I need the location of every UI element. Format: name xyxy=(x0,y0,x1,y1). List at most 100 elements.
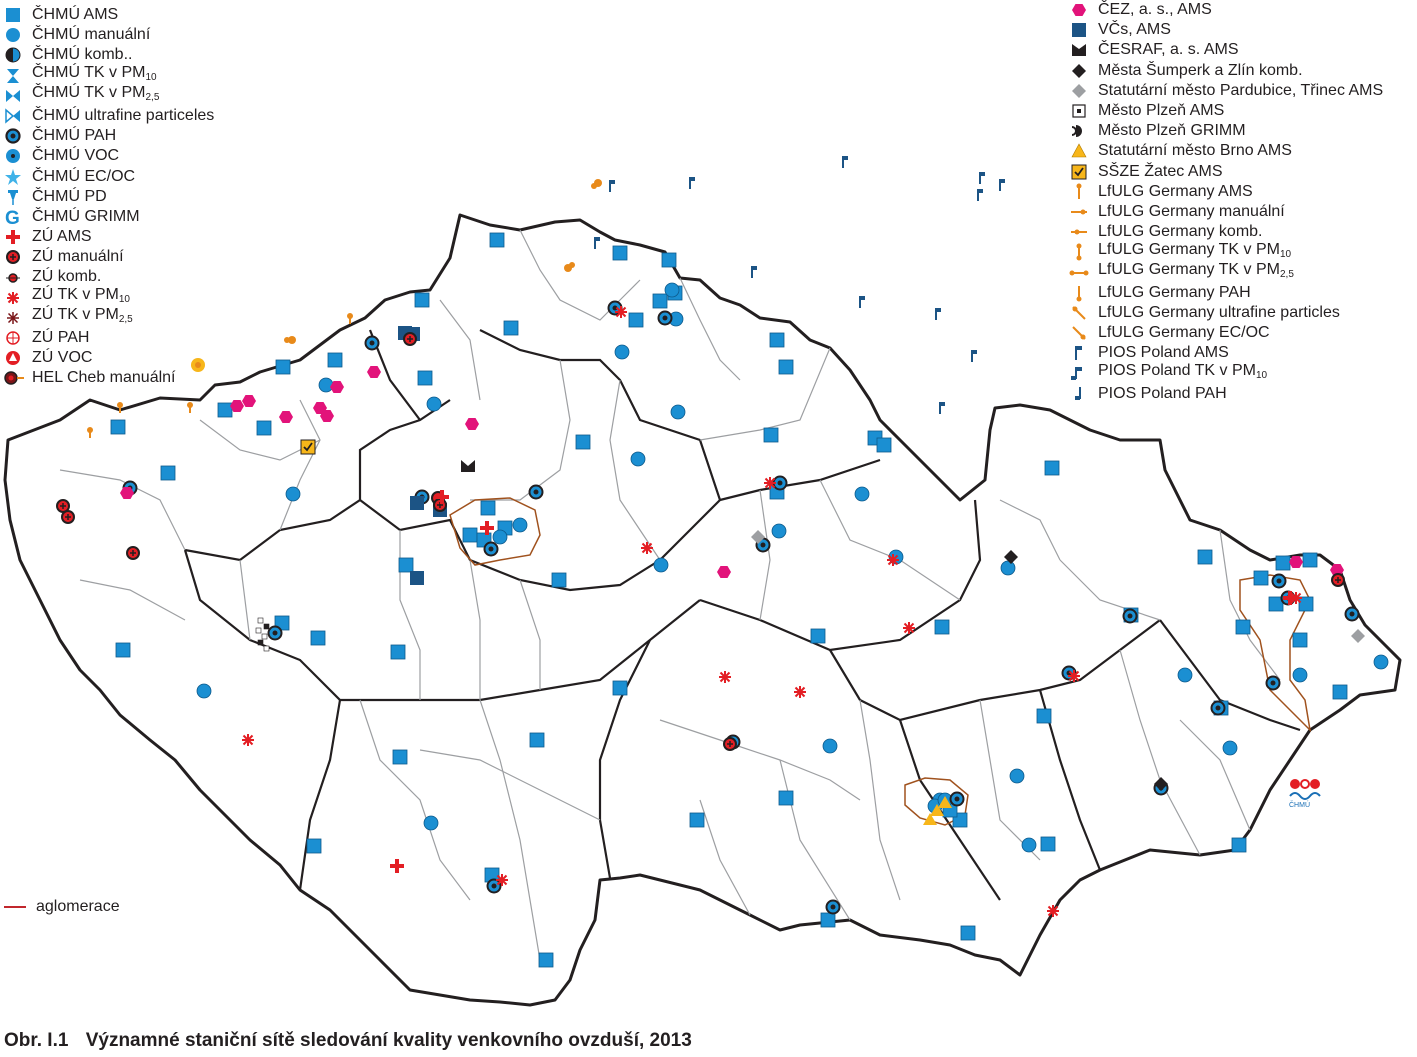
station-marker xyxy=(1231,837,1247,853)
station-marker xyxy=(778,359,794,375)
station-marker xyxy=(876,437,892,453)
legend-right-item: Město Plzeň GRIMM xyxy=(1068,121,1383,141)
lf-komb-icon xyxy=(1068,222,1090,242)
station-marker xyxy=(1235,619,1251,635)
station-marker xyxy=(612,680,628,696)
station-marker xyxy=(689,176,696,190)
lf-ams-icon xyxy=(1068,182,1090,202)
legend-right-label: LfULG Germany EC/OC xyxy=(1098,324,1270,341)
legend-aglomerace: aglomerace xyxy=(4,898,120,916)
legend-left-item: ČHMÚ VOC xyxy=(2,146,214,166)
station-marker xyxy=(1044,460,1060,476)
station-marker xyxy=(1000,560,1016,576)
station-markers xyxy=(56,155,1389,968)
station-marker xyxy=(575,434,591,450)
legend-right-item: PIOS Poland AMS xyxy=(1068,343,1383,363)
station-marker xyxy=(751,265,758,279)
station-marker xyxy=(793,685,807,699)
station-marker xyxy=(483,541,499,557)
station-marker xyxy=(126,546,140,560)
legend-left-item: HEL Cheb manuální xyxy=(2,368,214,388)
station-marker xyxy=(810,628,826,644)
station-marker xyxy=(306,838,322,854)
legend-right-label: LfULG Germany TK v PM2,5 xyxy=(1098,260,1294,280)
circ-red-tri-icon xyxy=(2,348,24,368)
legend-right-item: Statutární město Brno AMS xyxy=(1068,141,1383,161)
station-marker xyxy=(115,642,131,658)
station-marker xyxy=(327,352,343,368)
station-marker xyxy=(1265,675,1281,691)
d-black-icon xyxy=(1068,121,1090,141)
station-marker xyxy=(480,500,496,516)
check-yellow-icon xyxy=(1068,162,1090,182)
legend-right-label: PIOS Poland TK v PM10 xyxy=(1098,361,1268,381)
brno-marker xyxy=(923,813,937,825)
lf-pah-icon xyxy=(1068,283,1090,303)
station-marker xyxy=(661,252,677,268)
station-marker xyxy=(935,307,942,321)
hel-icon xyxy=(2,368,24,388)
legend-left-label: ČHMÚ VOC xyxy=(32,147,120,165)
legend-right-item: SŠZE Žatec AMS xyxy=(1068,162,1383,182)
pios-tk-icon xyxy=(1068,363,1090,383)
legend-left-item: ČHMÚ manuální xyxy=(2,25,214,45)
legend-right-label: LfULG Germany manuální xyxy=(1098,202,1285,220)
legend-right-label: LfULG Germany AMS xyxy=(1098,182,1253,200)
legend-right-item: ČESRAF, a. s. AMS xyxy=(1068,40,1383,60)
legend-right-item: LfULG Germany TK v PM10 xyxy=(1068,241,1383,262)
legend-right-item: LfULG Germany komb. xyxy=(1068,222,1383,242)
station-marker xyxy=(285,486,301,502)
legend-left-item: ZÚ TK v PM10 xyxy=(2,286,214,308)
lfulg-cluster-marker xyxy=(591,179,602,189)
g-blue-icon: G xyxy=(2,207,24,227)
bowtie-icon xyxy=(2,86,24,106)
station-marker xyxy=(310,630,326,646)
circ-red-small-icon xyxy=(2,268,24,288)
station-marker xyxy=(1292,667,1308,683)
station-marker xyxy=(1332,684,1348,700)
station-marker xyxy=(512,517,528,533)
legend-left-item: ZÚ VOC xyxy=(2,348,214,368)
lf-ecoc-icon xyxy=(1068,323,1090,343)
trinec-marker xyxy=(1351,629,1365,643)
circ-blue-dot-icon xyxy=(2,146,24,166)
station-marker xyxy=(495,873,509,887)
chmu-logo: ČHMÚ xyxy=(1287,776,1323,816)
station-marker xyxy=(110,419,126,435)
circ-open-red-icon xyxy=(2,328,24,348)
station-marker xyxy=(657,310,673,326)
legend-right-label: SŠZE Žatec AMS xyxy=(1098,162,1223,180)
legend-right-item: Města Šumperk a Zlín komb. xyxy=(1068,61,1383,81)
station-marker xyxy=(820,912,836,928)
legend-right-label: VČs, AMS xyxy=(1098,21,1171,39)
hex-magenta-icon xyxy=(1068,0,1090,20)
legend-right-item: VČs, AMS xyxy=(1068,20,1383,40)
legend-left-label: ČHMÚ komb.. xyxy=(32,46,133,64)
station-marker xyxy=(538,952,554,968)
brno-marker xyxy=(930,804,944,816)
station-marker xyxy=(612,245,628,261)
legend-right-item: LfULG Germany ultrafine particles xyxy=(1068,303,1383,323)
station-marker xyxy=(614,305,628,319)
diamond-black-icon xyxy=(1068,61,1090,81)
tri-yellow-icon xyxy=(1068,141,1090,161)
cross-red-icon xyxy=(2,227,24,247)
legend-left-label: ČHMÚ ultrafine particeles xyxy=(32,106,215,124)
legend-right-label: PIOS Poland AMS xyxy=(1098,344,1229,362)
caption-number: Obr. I.1 xyxy=(4,1030,69,1051)
station-marker xyxy=(417,370,433,386)
legend-left-item: ČHMÚ PAH xyxy=(2,126,214,146)
station-marker xyxy=(196,683,212,699)
station-marker xyxy=(1275,555,1291,571)
legend-right-item: LfULG Germany AMS xyxy=(1068,182,1383,202)
circ-red-cross-icon xyxy=(2,247,24,267)
station-marker xyxy=(763,427,779,443)
diamond-grey-icon xyxy=(1068,81,1090,101)
station-marker xyxy=(403,332,417,346)
circ-blue-icon xyxy=(2,25,24,45)
station-marker xyxy=(1210,700,1226,716)
lfulg-cluster-marker xyxy=(284,336,296,344)
legend-left-item: ZÚ manuální xyxy=(2,247,214,267)
lfulg-cluster-marker xyxy=(191,358,205,372)
station-marker xyxy=(267,625,283,641)
